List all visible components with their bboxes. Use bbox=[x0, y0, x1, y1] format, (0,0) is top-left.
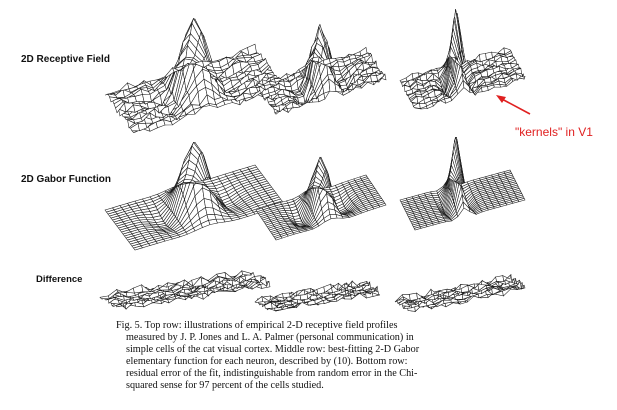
row-label-receptive-field: 2D Receptive Field bbox=[21, 54, 110, 65]
receptive-field-surface-3 bbox=[395, 9, 526, 124]
difference-surface-2 bbox=[250, 262, 381, 312]
caption-line: residual error of the fit, indistinguish… bbox=[126, 368, 418, 380]
caption-line: Fig. 5. Top row: illustrations of empiri… bbox=[116, 320, 398, 331]
caption-line: measured by J. P. Jones and L. A. Palmer… bbox=[126, 332, 414, 344]
gabor-function-surface-2 bbox=[248, 140, 388, 250]
kernels-annotation: "kernels" in V1 bbox=[515, 125, 593, 139]
difference-surface-1 bbox=[95, 255, 275, 310]
annotation-arrow bbox=[494, 92, 534, 123]
row-label-gabor-function: 2D Gabor Function bbox=[21, 174, 111, 185]
gabor-function-surface-3 bbox=[395, 130, 526, 245]
difference-surface-3 bbox=[390, 262, 526, 313]
row-label-difference: Difference bbox=[36, 274, 83, 285]
figure-caption: Fig. 5. Top row: illustrations of empiri… bbox=[116, 320, 496, 393]
caption-line: squared sense for 97 percent of the cell… bbox=[126, 380, 324, 392]
caption-line: simple cells of the cat visual cortex. M… bbox=[126, 344, 420, 356]
caption-line: elementary function for each neuron, des… bbox=[126, 356, 408, 368]
receptive-field-surface-2 bbox=[248, 14, 388, 124]
gabor-function-surface-1 bbox=[95, 130, 286, 255]
